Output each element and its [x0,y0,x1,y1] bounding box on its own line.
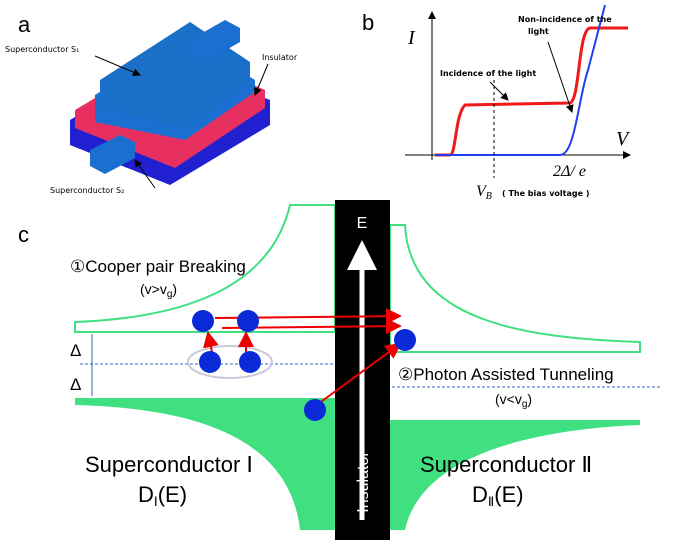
label: Superconductor Ⅰ [85,452,253,477]
text: (v>v [140,281,167,297]
axis-label: E [357,215,368,232]
label: Δ [70,341,81,360]
annotation-line: light [528,27,549,36]
label: ①Cooper pair Breaking [70,257,246,276]
axis-label: V [616,128,631,150]
panel-label: b [362,10,374,35]
text: (E) [494,482,523,507]
dos-upper-right [390,225,640,352]
annotation-line: Non-incidence of the [518,15,612,24]
text: D [138,482,154,507]
label: ②Photon Assisted Tunneling [398,365,614,384]
axis-label: I [407,27,416,49]
label: Insulator [355,451,372,513]
label: (v>vg) [140,281,177,300]
label: Superconductor S₂ [50,186,124,195]
arrow [548,42,572,112]
text: D [472,482,488,507]
label: Superconductor Ⅱ [420,452,592,477]
panel-label: a [18,12,31,37]
label: DⅡ(E) [472,482,524,509]
tick-label: VB [476,183,492,202]
label: Superconductor S₁ [5,45,79,54]
text: (E) [158,482,187,507]
text: ) [527,391,532,407]
figure: a Superconductor S₁ Insulator Supercondu… [0,0,678,540]
subscript: B [486,191,492,202]
curve-light [435,28,628,155]
label: (v<vg) [495,391,532,410]
annotation: ( The bias voltage ) [502,189,590,198]
arrow [490,82,508,100]
annotation: Incidence of the light [440,69,536,78]
text: (v<v [495,391,522,407]
label: Insulator [262,53,298,62]
tick-label: 2Δ/ e [553,163,586,180]
label: Δ [70,375,81,394]
label: DⅠ(E) [138,482,187,509]
panel-label: c [18,222,29,247]
page: a Superconductor S₁ Insulator Supercondu… [0,0,678,540]
text: ) [172,281,177,297]
curve-dark [435,5,605,155]
device-drawing [70,20,270,185]
